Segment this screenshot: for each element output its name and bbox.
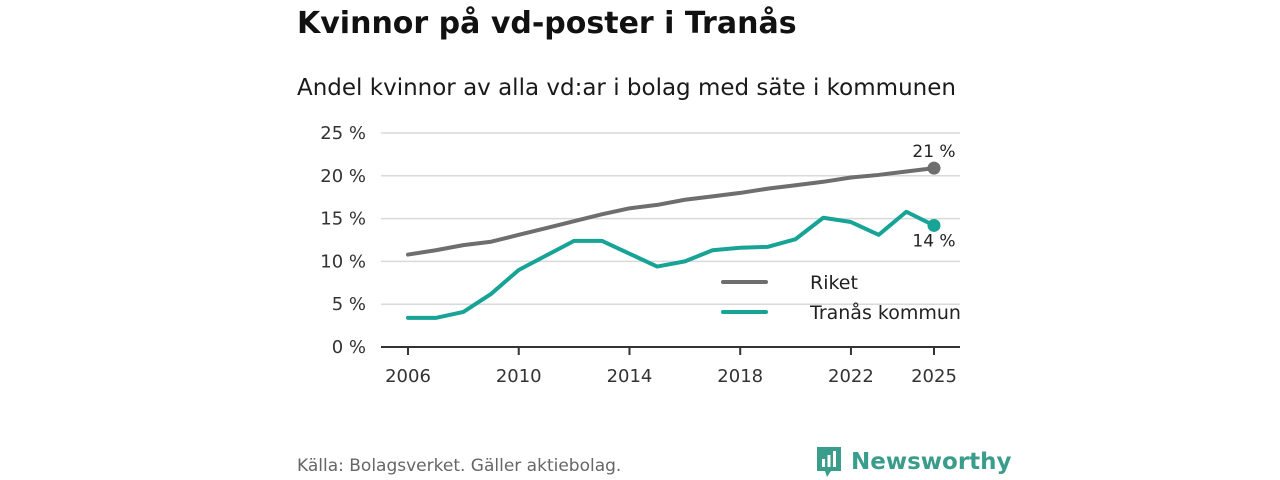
legend: Riket Tranås kommun [721,272,961,324]
series-line-tranas [406,209,936,320]
series-end-label: 14 % [912,231,955,251]
x-tick-label: 2014 [607,366,653,387]
x-tick-label: 2006 [385,366,431,387]
legend-label: Tranås kommun [809,301,961,324]
series-layer: 21 % 14 % [406,142,956,320]
series-end-label: 21 % [912,142,955,162]
series-end-point [927,161,941,175]
y-tick-label: 15 % [320,209,366,230]
brand-logo: Newsworthy [815,445,1012,479]
source-note: Källa: Bolagsverket. Gäller aktiebolag. [297,456,622,476]
brand-name: Newsworthy [851,449,1012,475]
chart-subtitle: Andel kvinnor av alla vd:ar i bolag med … [297,75,956,101]
legend-label: Riket [810,272,858,294]
y-axis-ticks: 0 % 5 % 10 % 15 % 20 % 25 % [320,123,366,358]
x-tick-label: 2022 [828,366,874,387]
x-tick-label: 2010 [496,366,542,387]
series-line-riket [406,166,936,257]
x-tick-label: 2025 [911,366,957,387]
chart-title: Kvinnor på vd-poster i Tranås [297,6,797,41]
newsworthy-logo-icon [817,447,841,477]
y-tick-label: 20 % [320,166,366,187]
x-tick-label: 2018 [717,366,763,387]
y-tick-label: 0 % [332,337,366,358]
x-axis-ticks: 2006 2010 2014 2018 2022 2025 [385,347,957,387]
y-tick-label: 5 % [332,294,366,315]
series-end-point [927,218,941,232]
y-tick-label: 25 % [320,123,366,144]
y-tick-label: 10 % [320,251,366,272]
